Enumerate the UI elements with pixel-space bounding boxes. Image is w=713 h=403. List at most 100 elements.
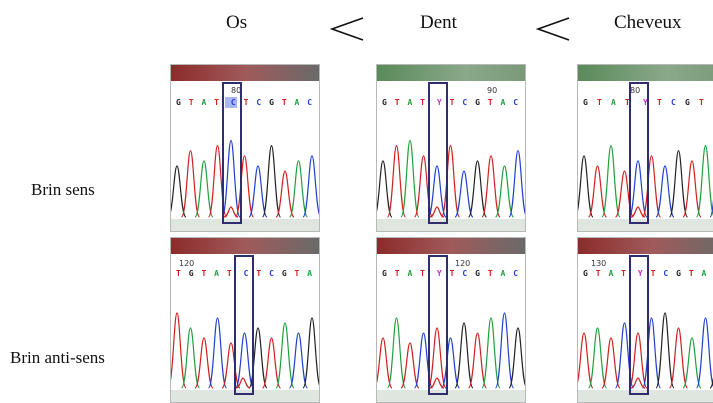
trace-peak [430,378,444,388]
base-call: Y [437,269,442,278]
trace-peak [401,141,419,218]
header-bar [171,238,319,254]
base-call: T [256,269,261,278]
base-call: G [282,269,287,278]
trace-peak [496,166,514,217]
trace-peak [263,146,281,217]
trace-peak [670,328,688,388]
base-call: T [295,269,300,278]
position-number: 130 [591,259,606,268]
trace-peak [656,166,674,217]
position-number: 120 [179,259,194,268]
trace-peak [276,171,294,217]
trace-peak [697,146,713,217]
scroll-strip [578,390,713,403]
trace-peak [631,207,645,217]
trace-peak [629,161,647,217]
base-call: A [407,98,412,107]
trace-peak [643,156,661,217]
row-label-brin-anti-sens: Brin anti-sens [10,348,105,368]
base-call: A [201,98,206,107]
trace-peak [442,338,460,388]
trace-peak [236,156,254,217]
base-call: T [244,98,249,107]
base-call: T [214,98,219,107]
base-call: C [244,269,249,278]
base-call: T [201,269,206,278]
trace-peak [469,161,487,217]
scroll-strip [377,390,525,403]
less-than-symbol [536,16,570,42]
base-call: G [475,269,480,278]
position-number: 120 [455,259,470,268]
base-call: Y [638,269,643,278]
base-call: T [597,98,602,107]
base-call: C [462,269,467,278]
chromatogram-svg: 80GTATYTCGTA [578,65,713,232]
trace-peak [224,207,238,217]
trace-peak [290,333,308,388]
row-label-brin-sens: Brin sens [31,180,95,200]
trace-peak [195,161,213,217]
trace-peak [509,328,525,388]
base-call: C [513,98,518,107]
trace-peak [276,323,294,388]
base-call: T [699,98,704,107]
base-call: G [475,98,480,107]
base-call: C [256,98,261,107]
base-call: T [395,98,400,107]
base-call: T [450,98,455,107]
trace-peak [428,166,446,217]
base-call: T [282,98,287,107]
base-call: G [583,98,588,107]
base-call: T [621,269,626,278]
base-call: G [676,269,681,278]
trace-peak [643,318,661,388]
trace-peak [182,151,200,217]
trace-peak [222,343,240,388]
scroll-strip [171,390,319,403]
base-call: A [611,98,616,107]
trace-peak [589,328,607,388]
trace-peak [303,318,319,388]
base-call: G [176,98,181,107]
base-call: G [382,269,387,278]
trace-peak [602,338,620,388]
column-label-cheveux: Cheveux [614,12,682,34]
trace-peak [455,171,473,217]
column-label-os: Os [226,12,247,34]
base-call: C [513,269,518,278]
trace-peak [388,146,406,217]
trace-peak [496,313,514,388]
trace-peak [249,166,267,217]
base-call: T [657,98,662,107]
trace-peak [589,166,607,217]
base-call: G [189,269,194,278]
less-than-symbol [330,16,364,42]
trace-peak [683,161,701,217]
trace-peak [656,313,674,388]
base-call: A [501,98,506,107]
trace-peak [670,151,688,217]
base-call: A [407,269,412,278]
base-call: T [395,269,400,278]
base-call: A [702,269,707,278]
base-call: G [382,98,387,107]
base-call: T [488,269,493,278]
trace-peak [428,328,446,388]
position-number: 80 [231,86,241,95]
header-bar [578,65,713,81]
base-call: A [501,269,506,278]
base-call: A [307,269,312,278]
base-call: G [685,98,690,107]
base-call: T [189,98,194,107]
chromatogram-cheveux-antisens: 130GTATYTCGTAC [577,237,713,403]
base-call: C [269,269,274,278]
base-call: T [420,98,425,107]
trace-peak [290,161,308,217]
header-bar [377,238,525,254]
trace-peak [209,318,227,388]
